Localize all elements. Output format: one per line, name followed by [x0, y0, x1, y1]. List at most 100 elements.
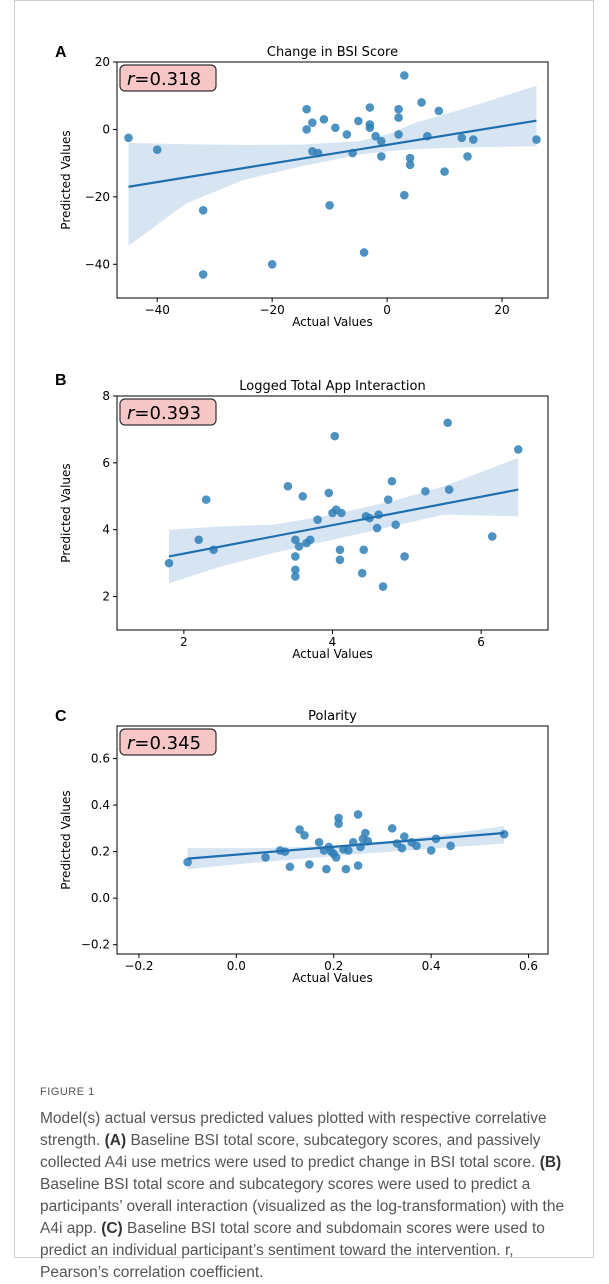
x-tick-label: 0.6 [519, 959, 538, 973]
data-point [291, 572, 300, 581]
data-point [322, 864, 331, 874]
data-point [377, 136, 386, 146]
x-axis-label: Actual Values [292, 647, 373, 661]
caption-intro: Model(s) actual versus predicted values … [40, 1110, 547, 1149]
data-point [359, 248, 369, 257]
data-point [487, 532, 497, 541]
confidence-band [169, 457, 519, 584]
data-point [330, 431, 340, 441]
panel-letter-a: A [55, 44, 67, 61]
data-point [405, 153, 415, 163]
data-point [334, 813, 343, 823]
y-tick-label: 0.6 [91, 752, 110, 766]
x-tick-label: 0 [383, 303, 391, 317]
y-tick-label: −20 [85, 190, 110, 204]
correlation-symbol: r [127, 69, 136, 90]
data-point [377, 152, 386, 161]
data-point [365, 103, 375, 112]
data-point [354, 116, 363, 126]
chart-title: Polarity [308, 709, 357, 724]
data-point [400, 190, 409, 200]
data-point [298, 491, 308, 501]
data-point [365, 120, 375, 129]
data-point [457, 133, 467, 143]
figure-frame [14, 0, 594, 1258]
data-point [463, 152, 472, 161]
figure-label: FIGURE 1 [40, 1086, 95, 1098]
data-point [194, 535, 204, 545]
correlation-box [119, 398, 217, 426]
data-point [400, 71, 409, 80]
x-tick-label: 20 [494, 303, 509, 317]
caption-tag-c: (C) [101, 1220, 123, 1237]
data-point [513, 445, 523, 454]
y-tick-label: 6 [102, 456, 110, 470]
caption-tag-a: (A) [104, 1132, 127, 1149]
data-point [283, 481, 293, 491]
data-point [201, 495, 211, 504]
figure-caption: Model(s) actual versus predicted values … [40, 1108, 580, 1284]
data-point [446, 841, 455, 851]
caption-text-b: Baseline BSI total score and subcategory… [40, 1176, 565, 1237]
data-point [291, 565, 300, 575]
data-point [261, 853, 270, 862]
data-point [394, 113, 403, 122]
correlation-value: =0.393 [134, 403, 201, 424]
panel-letter-c: C [55, 708, 67, 725]
x-tick-label: 0.0 [227, 959, 246, 973]
data-point [344, 846, 353, 855]
chart-title: Change in BSI Score [267, 45, 398, 60]
x-axis-label: Actual Values [292, 971, 373, 985]
data-point [400, 832, 409, 841]
x-tick-label: −20 [259, 303, 284, 317]
y-tick-label: 0 [102, 122, 110, 136]
data-point [313, 515, 322, 524]
data-point [294, 542, 304, 551]
data-point [391, 520, 400, 529]
data-point [468, 135, 478, 144]
chart-title: Logged Total App Interaction [239, 379, 425, 394]
y-tick-label: 0.4 [91, 798, 110, 812]
y-tick-label: 20 [95, 55, 110, 69]
y-tick-label: 8 [102, 389, 110, 403]
y-tick-label: 0.2 [91, 845, 110, 859]
data-point [300, 831, 309, 840]
correlation-annotation: r=0.393 [127, 403, 201, 424]
data-point [341, 864, 351, 874]
data-point [400, 552, 409, 561]
y-axis-label: Predicted Values [59, 790, 73, 889]
data-point [198, 206, 208, 215]
scatter-chart-a: −40 −20 0 20 −40 −20 0 20 Change in BSI Score Act… [59, 45, 549, 329]
correlation-annotation: r=0.345 [127, 733, 201, 754]
correlation-symbol: r [127, 733, 136, 754]
y-axis-label: Predicted Values [59, 463, 73, 562]
regression-line [128, 119, 537, 188]
x-tick-label: 0.2 [324, 959, 343, 973]
data-point [440, 167, 449, 176]
data-point [305, 860, 314, 869]
data-point [353, 861, 363, 870]
data-point [421, 486, 430, 496]
data-point [331, 853, 341, 862]
data-point [335, 555, 345, 565]
data-point [387, 824, 397, 833]
data-point [499, 829, 509, 839]
y-tick-label: 4 [102, 523, 110, 537]
data-point [337, 508, 346, 518]
data-point [291, 535, 300, 545]
data-point [394, 104, 403, 114]
data-point [417, 98, 426, 107]
scatter-chart-c: −0.2 0.0 0.2 0.4 0.6 −0.2 0.0 0.2 0.4 0.6 Polarity… [59, 709, 549, 985]
correlation-symbol: r [127, 403, 136, 424]
data-point [394, 130, 403, 139]
data-point [378, 582, 388, 591]
scatter-chart-b: 2 4 6 2 4 6 8 Logged Total App Interaction Actua… [59, 379, 549, 661]
y-axis-label: Predicted Values [59, 130, 73, 229]
data-point [319, 115, 329, 124]
caption-tag-b: (B) [539, 1154, 562, 1171]
data-point [444, 485, 454, 494]
y-tick-label: −0.2 [81, 938, 110, 952]
data-point [372, 523, 382, 533]
data-point [305, 535, 315, 545]
data-point [371, 131, 380, 141]
